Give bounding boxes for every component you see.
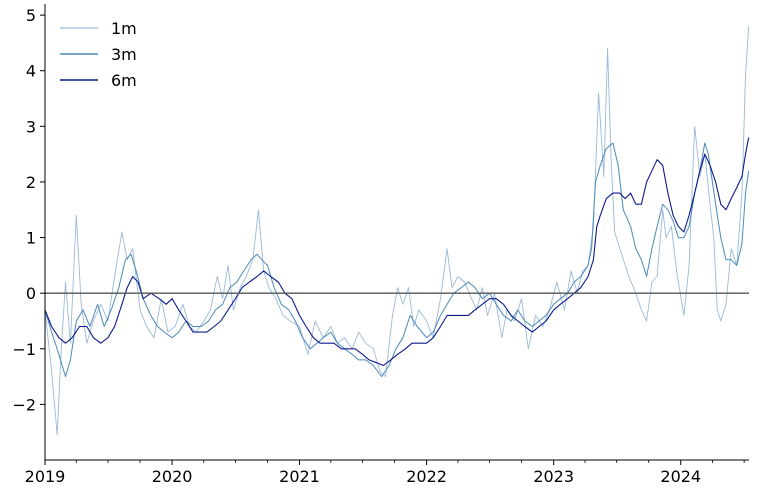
y-tick-label: 1 — [26, 229, 36, 248]
x-tick-label: 2024 — [660, 467, 701, 486]
x-tick-label: 2021 — [279, 467, 320, 486]
x-axis-ticks: 2019 2020 2021 2022 2023 2024 — [25, 460, 745, 486]
series-line-1m — [44, 26, 750, 436]
legend-label-1m: 1m — [111, 19, 137, 38]
y-tick-label: 5 — [26, 6, 36, 25]
y-tick-label: 2 — [26, 173, 36, 192]
y-tick-label: −1 — [12, 340, 36, 359]
legend-label-6m: 6m — [111, 71, 137, 90]
series-layer — [44, 26, 750, 436]
y-tick-label: 0 — [26, 284, 36, 303]
series-line-6m — [44, 137, 750, 367]
y-tick-label: −2 — [12, 395, 36, 414]
y-tick-label: 4 — [26, 62, 36, 81]
y-axis-ticks: −2 −1 0 1 2 3 4 5 — [12, 6, 45, 414]
y-tick-label: 3 — [26, 117, 36, 136]
legend-label-3m: 3m — [111, 45, 137, 64]
x-tick-label: 2022 — [406, 467, 447, 486]
legend: 1m 3m 6m — [60, 19, 137, 90]
x-tick-label: 2019 — [25, 467, 66, 486]
series-line-3m — [44, 142, 750, 378]
x-tick-label: 2023 — [533, 467, 574, 486]
x-tick-label: 2020 — [152, 467, 193, 486]
